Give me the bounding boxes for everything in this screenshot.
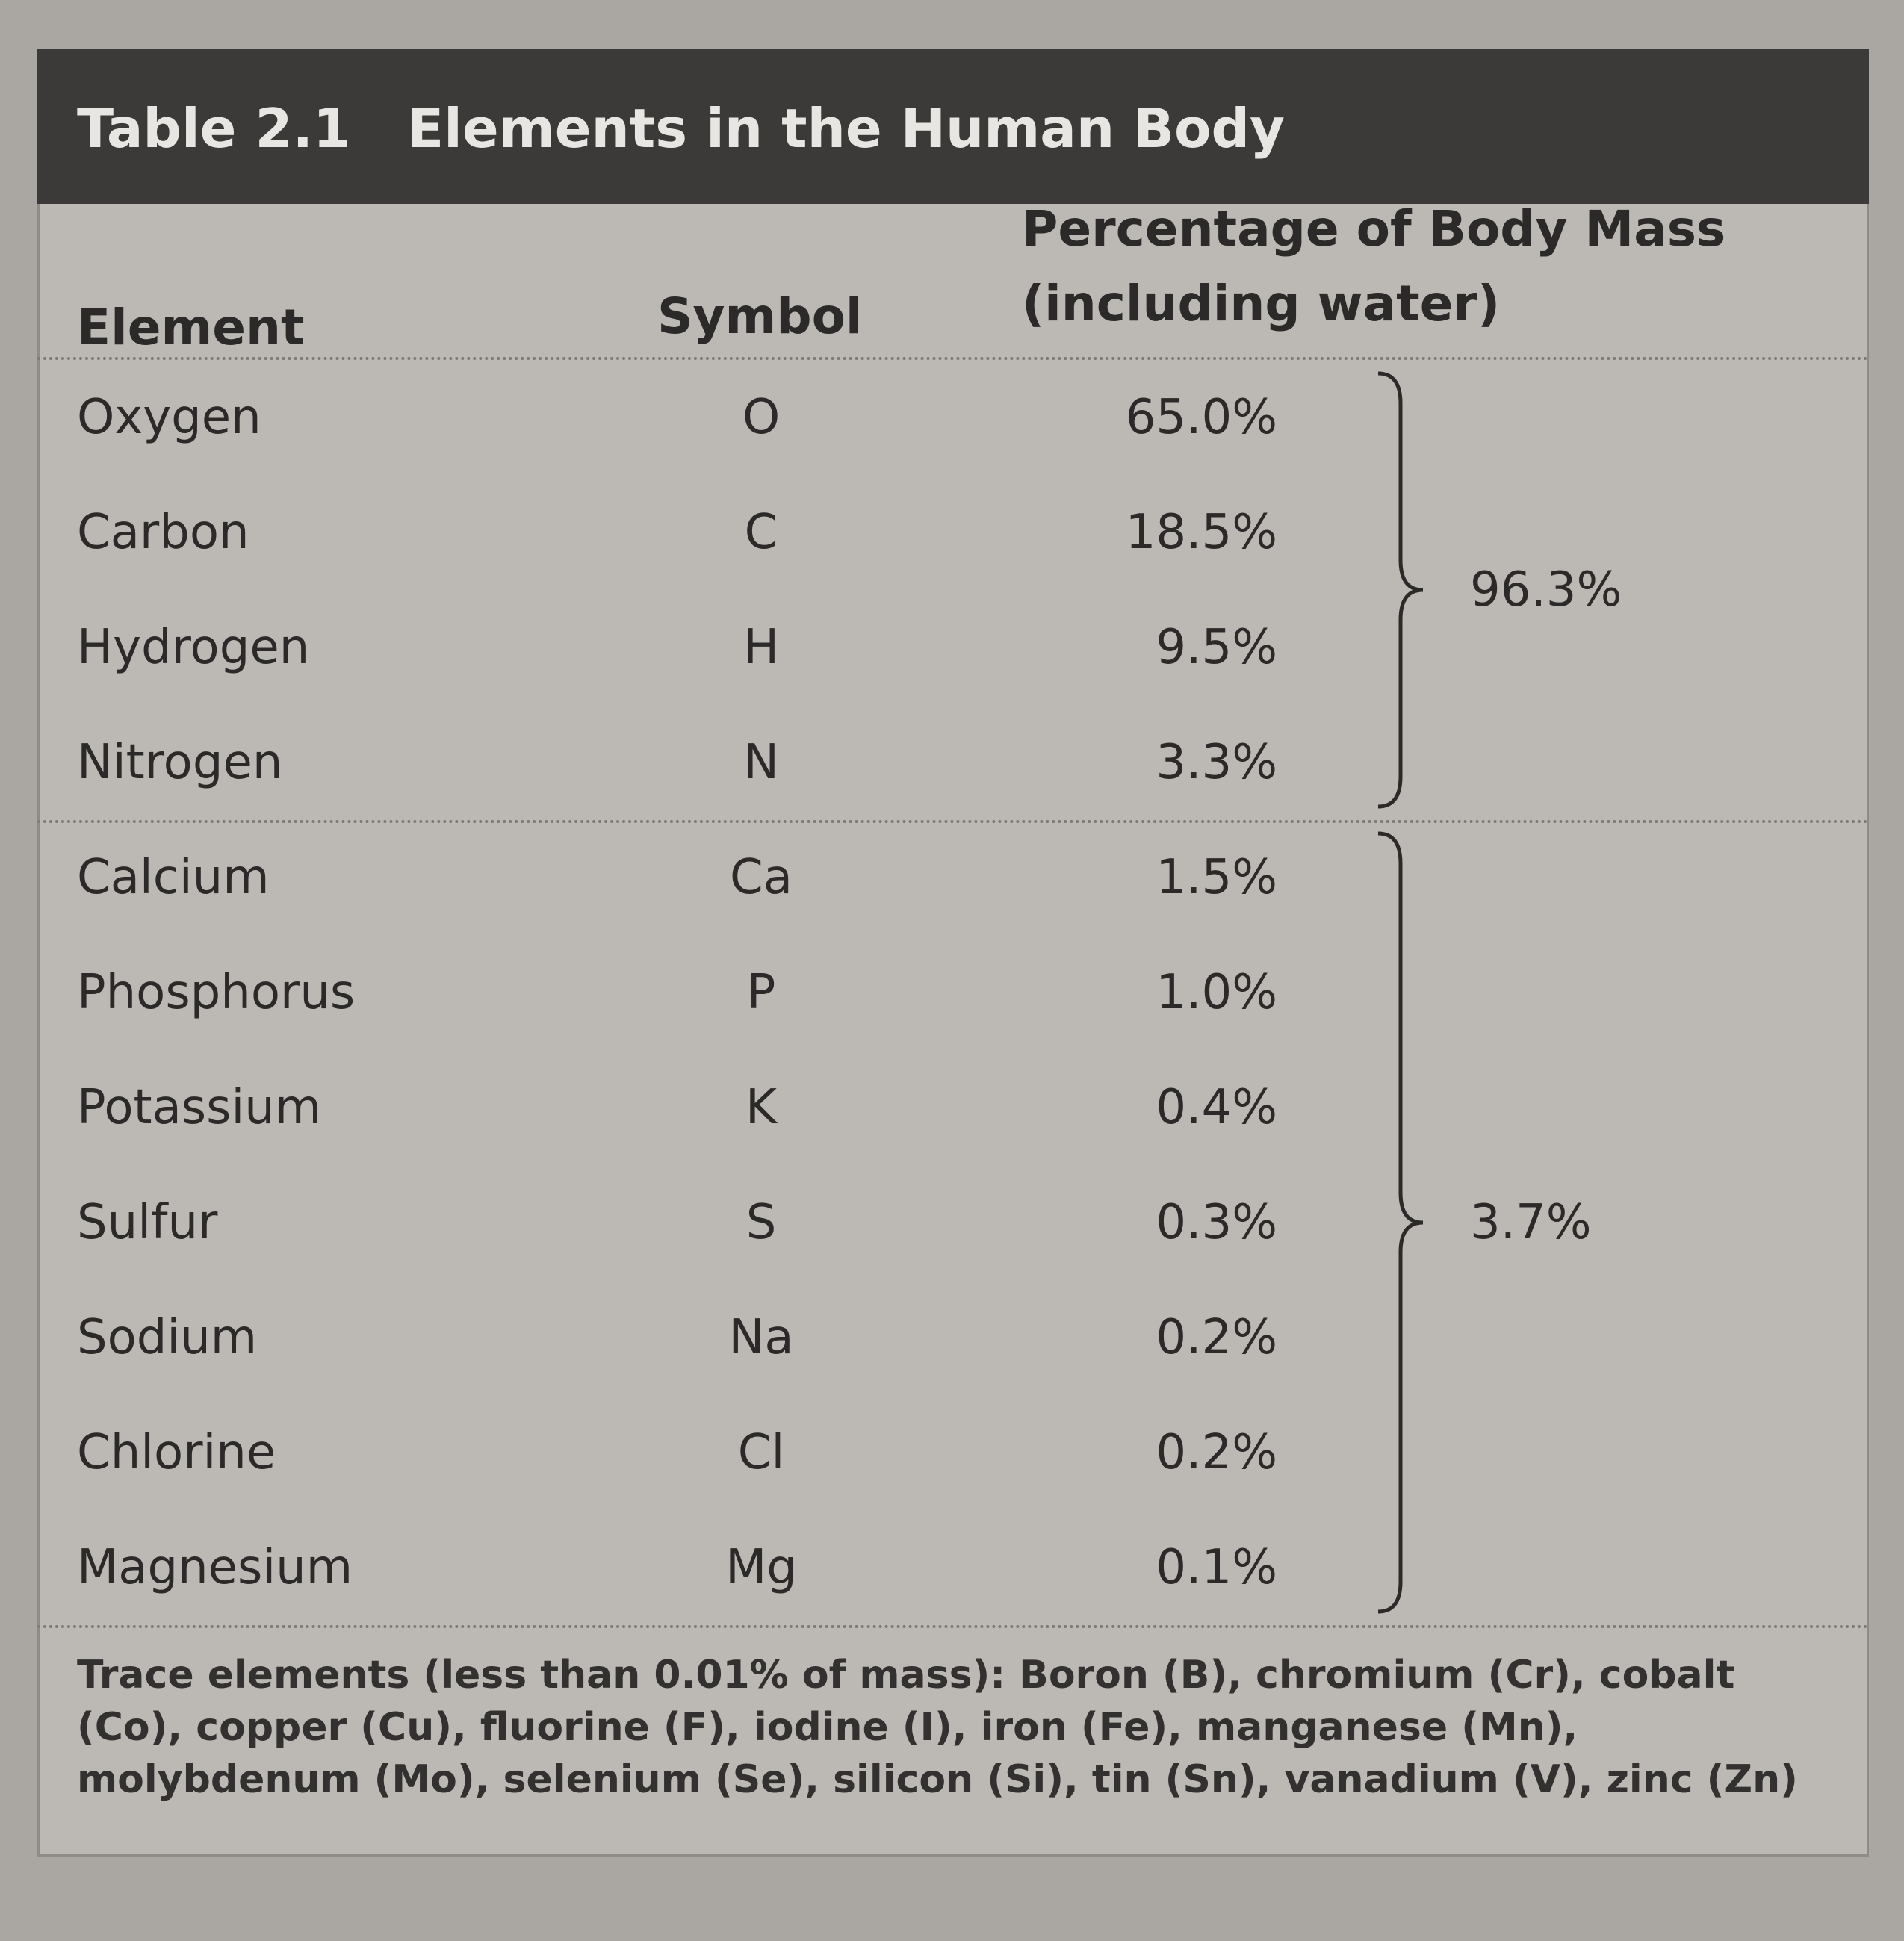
element-symbol: N (743, 735, 779, 790)
group-total: 3.7% (1470, 1195, 1592, 1250)
group-brace (1377, 371, 1424, 809)
element-symbol: Mg (725, 1540, 797, 1595)
element-percentage: 0.2% (1156, 1310, 1277, 1365)
table-frame (37, 49, 1869, 1857)
element-percentage: 0.1% (1156, 1540, 1277, 1595)
group-total: 96.3% (1470, 562, 1622, 618)
element-symbol: Na (728, 1310, 794, 1365)
header-percentage: Percentage of Body Mass (1022, 200, 1726, 258)
table-label: Table 2.1 (77, 97, 351, 160)
element-name: Phosphorus (77, 965, 356, 1020)
group-rule (37, 1625, 1869, 1628)
element-name: Nitrogen (77, 735, 283, 790)
element-percentage: 1.0% (1156, 965, 1277, 1020)
element-name: Sulfur (77, 1195, 218, 1250)
element-percentage: 9.5% (1156, 620, 1277, 675)
header-rule (37, 357, 1869, 360)
table-title: Elements in the Human Body (407, 97, 1285, 160)
element-name: Chlorine (77, 1425, 276, 1480)
element-name: Magnesium (77, 1540, 353, 1595)
group-rule (37, 820, 1869, 823)
element-percentage: 18.5% (1125, 505, 1277, 560)
element-percentage: 0.3% (1156, 1195, 1277, 1250)
element-name: Hydrogen (77, 620, 310, 675)
element-name: Calcium (77, 850, 270, 905)
element-percentage: 3.3% (1156, 735, 1277, 790)
element-percentage: 1.5% (1156, 850, 1277, 905)
header-element: Element (77, 299, 305, 356)
header-percentage: (including water) (1022, 275, 1501, 332)
element-symbol: H (742, 620, 780, 675)
header-symbol: Symbol (657, 288, 863, 345)
element-symbol: P (746, 965, 776, 1020)
element-symbol: C (744, 505, 778, 560)
footnote: Trace elements (less than 0.01% of mass)… (77, 1653, 1798, 1802)
element-symbol: Cl (737, 1425, 785, 1480)
element-symbol: Ca (730, 850, 793, 905)
element-percentage: 0.4% (1156, 1080, 1277, 1135)
element-name: Potassium (77, 1080, 322, 1135)
element-name: Sodium (77, 1310, 258, 1365)
element-symbol: O (742, 390, 781, 445)
element-symbol: K (745, 1080, 777, 1135)
element-name: Oxygen (77, 390, 261, 445)
element-name: Carbon (77, 505, 249, 560)
element-percentage: 65.0% (1125, 390, 1277, 445)
group-brace (1377, 831, 1424, 1614)
element-percentage: 0.2% (1156, 1425, 1277, 1480)
title-bar (37, 49, 1869, 204)
element-symbol: S (745, 1195, 777, 1250)
